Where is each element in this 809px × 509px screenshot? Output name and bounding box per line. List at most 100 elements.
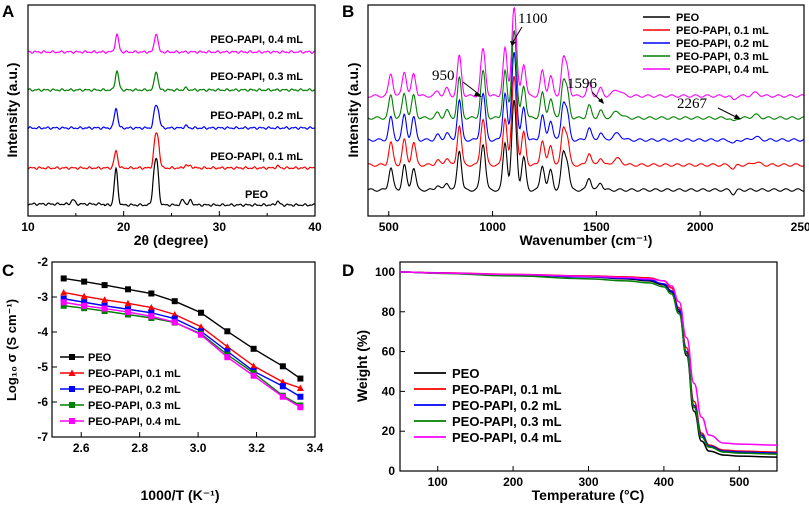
panel-letter-c: C — [2, 261, 14, 280]
panel-c-ytick-label: -5 — [37, 360, 48, 374]
annotation-2267-arrowhead — [734, 114, 741, 119]
panel-b-ticks: 500 1000 1500 2000 2500 — [379, 211, 809, 234]
panel-c-legend-marker — [69, 402, 75, 408]
conductivity-point — [224, 328, 231, 335]
panel-c-ytick-label: -3 — [37, 290, 48, 304]
annotation-2267-arrow — [717, 107, 739, 119]
conductivity-point — [81, 278, 88, 285]
annotation-2267: 2267 — [677, 96, 708, 112]
panel-c: C 2.6 2.8 3.0 3.2 3.4 -2 -3 -4 -5 -6 -7 PEO PEO-PAP… — [2, 255, 324, 503]
conductivity-point — [250, 362, 258, 369]
ftir-curve-peo-papi-0-4-ml — [367, 6, 805, 101]
panel-c-legend-label-peo-papi-0-4-ml: PEO-PAPI, 0.4 mL — [88, 416, 181, 428]
panel-a-label-0.4: PEO-PAPI, 0.4 mL — [210, 34, 303, 46]
panel-b-frame — [367, 4, 805, 217]
conductivity-point — [250, 372, 257, 379]
panel-d-ylabel: Weight (%) — [354, 330, 370, 402]
ftir-curve-peo — [367, 99, 804, 196]
panel-a-curves — [27, 32, 316, 207]
conductivity-point — [81, 299, 88, 306]
panel-b-xtick-label: 2000 — [687, 220, 714, 234]
panel-d-ytick-label: 60 — [382, 345, 396, 359]
panel-d-ytick-label: 40 — [382, 384, 396, 398]
conductivity-point — [171, 298, 178, 305]
conductivity-point — [296, 384, 304, 391]
conductivity-point — [224, 348, 231, 355]
tga-curve-peo-papi-0-3-ml — [399, 271, 778, 455]
panel-b-legend-label-peo-papi-0-4-ml: PEO-PAPI, 0.4 mL — [676, 64, 769, 76]
conductivity-point — [297, 393, 304, 400]
conductivity-point — [171, 315, 178, 322]
panel-d-xtick-label: 300 — [578, 475, 598, 489]
panel-c-xtick-label: 2.6 — [73, 441, 90, 455]
conductivity-point — [171, 319, 178, 326]
panel-d-legend-label-peo-papi-0-2-ml: PEO-PAPI, 0.2 mL — [452, 398, 562, 413]
panel-c-legend-marker — [69, 354, 75, 360]
ftir-curve-peo-papi-0-2-ml — [367, 52, 805, 144]
panel-a-ticks: 10 20 30 40 — [21, 211, 322, 234]
conductivity-point — [124, 309, 131, 316]
conductivity-point — [148, 309, 155, 316]
panel-b-legend-label-peo-papi-0-1-ml: PEO-PAPI, 0.1 mL — [676, 25, 769, 37]
conductivity-point — [124, 299, 132, 307]
conductivity-point — [101, 296, 109, 303]
panel-c-xlabel: 1000/T (K⁻¹) — [141, 487, 220, 503]
conductivity-point — [279, 363, 286, 370]
panel-c-legend-label-peo-papi-0-2-ml: PEO-PAPI, 0.2 mL — [88, 384, 181, 396]
annotation-1596-arrowhead — [598, 98, 604, 104]
panel-b-xtick-label: 2500 — [791, 220, 809, 234]
panel-c-frame — [51, 261, 316, 438]
panel-d-legend-label-peo-papi-0-4-ml: PEO-PAPI, 0.4 mL — [452, 430, 562, 445]
conductivity-point — [60, 288, 68, 296]
panel-b-legend-label-peo-papi-0-3-ml: PEO-PAPI, 0.3 mL — [676, 51, 769, 63]
panel-d-ytick-label: 100 — [375, 265, 395, 279]
conductivity-point — [250, 345, 257, 352]
conductivity-point — [60, 299, 67, 306]
panel-d-xtick-label: 100 — [428, 475, 448, 489]
panel-a-label-0.3: PEO-PAPI, 0.3 mL — [210, 71, 303, 83]
panel-c-legend-marker — [69, 418, 75, 424]
conductivity-point — [279, 393, 286, 400]
panel-d-ytick-label: 20 — [382, 424, 396, 438]
ftir-curve-peo-papi-0-3-ml — [367, 29, 804, 122]
panel-d-legend-label-peo: PEO — [452, 366, 479, 381]
xrd-curve-peo-papi-0-4-ml — [27, 32, 315, 54]
panel-a-label-0.1: PEO-PAPI, 0.1 mL — [210, 151, 303, 163]
panel-c-legend-marker — [69, 386, 75, 392]
panel-c-legend-label-peo: PEO — [88, 352, 112, 364]
panel-b-ylabel: Intensity (a.u.) — [345, 63, 361, 158]
conductivity-point — [147, 304, 155, 311]
conductivity-point — [279, 383, 286, 390]
conductivity-point — [60, 275, 67, 282]
panel-d-curves — [399, 271, 778, 458]
panel-c-xtick-label: 2.8 — [131, 441, 148, 455]
panel-c-legend-marker — [68, 369, 76, 376]
panel-a-xtick-label: 30 — [213, 220, 227, 234]
panel-b-xtick-label: 500 — [379, 220, 399, 234]
panel-letter-a: A — [2, 2, 14, 21]
panel-b-xlabel: Wavenumber (cm⁻¹) — [520, 232, 653, 248]
panel-b-xtick-label: 1000 — [479, 220, 506, 234]
conductivity-point — [148, 290, 155, 297]
panel-a-ylabel: Intensity (a.u.) — [4, 63, 20, 158]
ftir-curve-peo-papi-0-1-ml — [367, 76, 805, 170]
xrd-curve-peo-papi-0-3-ml — [27, 69, 315, 92]
panel-d-ticks: 100 200 300 400 500 0 20 40 60 80 100 — [375, 265, 750, 489]
panel-d-xlabel: Temperature (°C) — [532, 487, 645, 503]
panel-a-xtick-label: 10 — [21, 220, 35, 234]
panel-d-xtick-label: 500 — [729, 475, 749, 489]
panel-c-ytick-label: -7 — [37, 430, 48, 444]
panel-c-curves — [60, 275, 304, 411]
panel-a-xlabel: 2θ (degree) — [134, 232, 208, 248]
panel-d-ytick-label: 80 — [382, 305, 396, 319]
conductivity-point — [60, 302, 67, 309]
conductivity-point — [197, 323, 205, 330]
conductivity-point — [297, 375, 304, 382]
xrd-curve-peo — [27, 157, 316, 207]
panel-d-xtick-label: 400 — [654, 475, 674, 489]
panel-b-legend-label-peo: PEO — [676, 12, 700, 24]
panel-c-ytick-label: -2 — [37, 255, 48, 269]
annotation-950-arrow — [462, 81, 481, 96]
panel-d-legend-label-peo-papi-0-3-ml: PEO-PAPI, 0.3 mL — [452, 414, 562, 429]
panel-a-xtick-label: 40 — [308, 220, 322, 234]
